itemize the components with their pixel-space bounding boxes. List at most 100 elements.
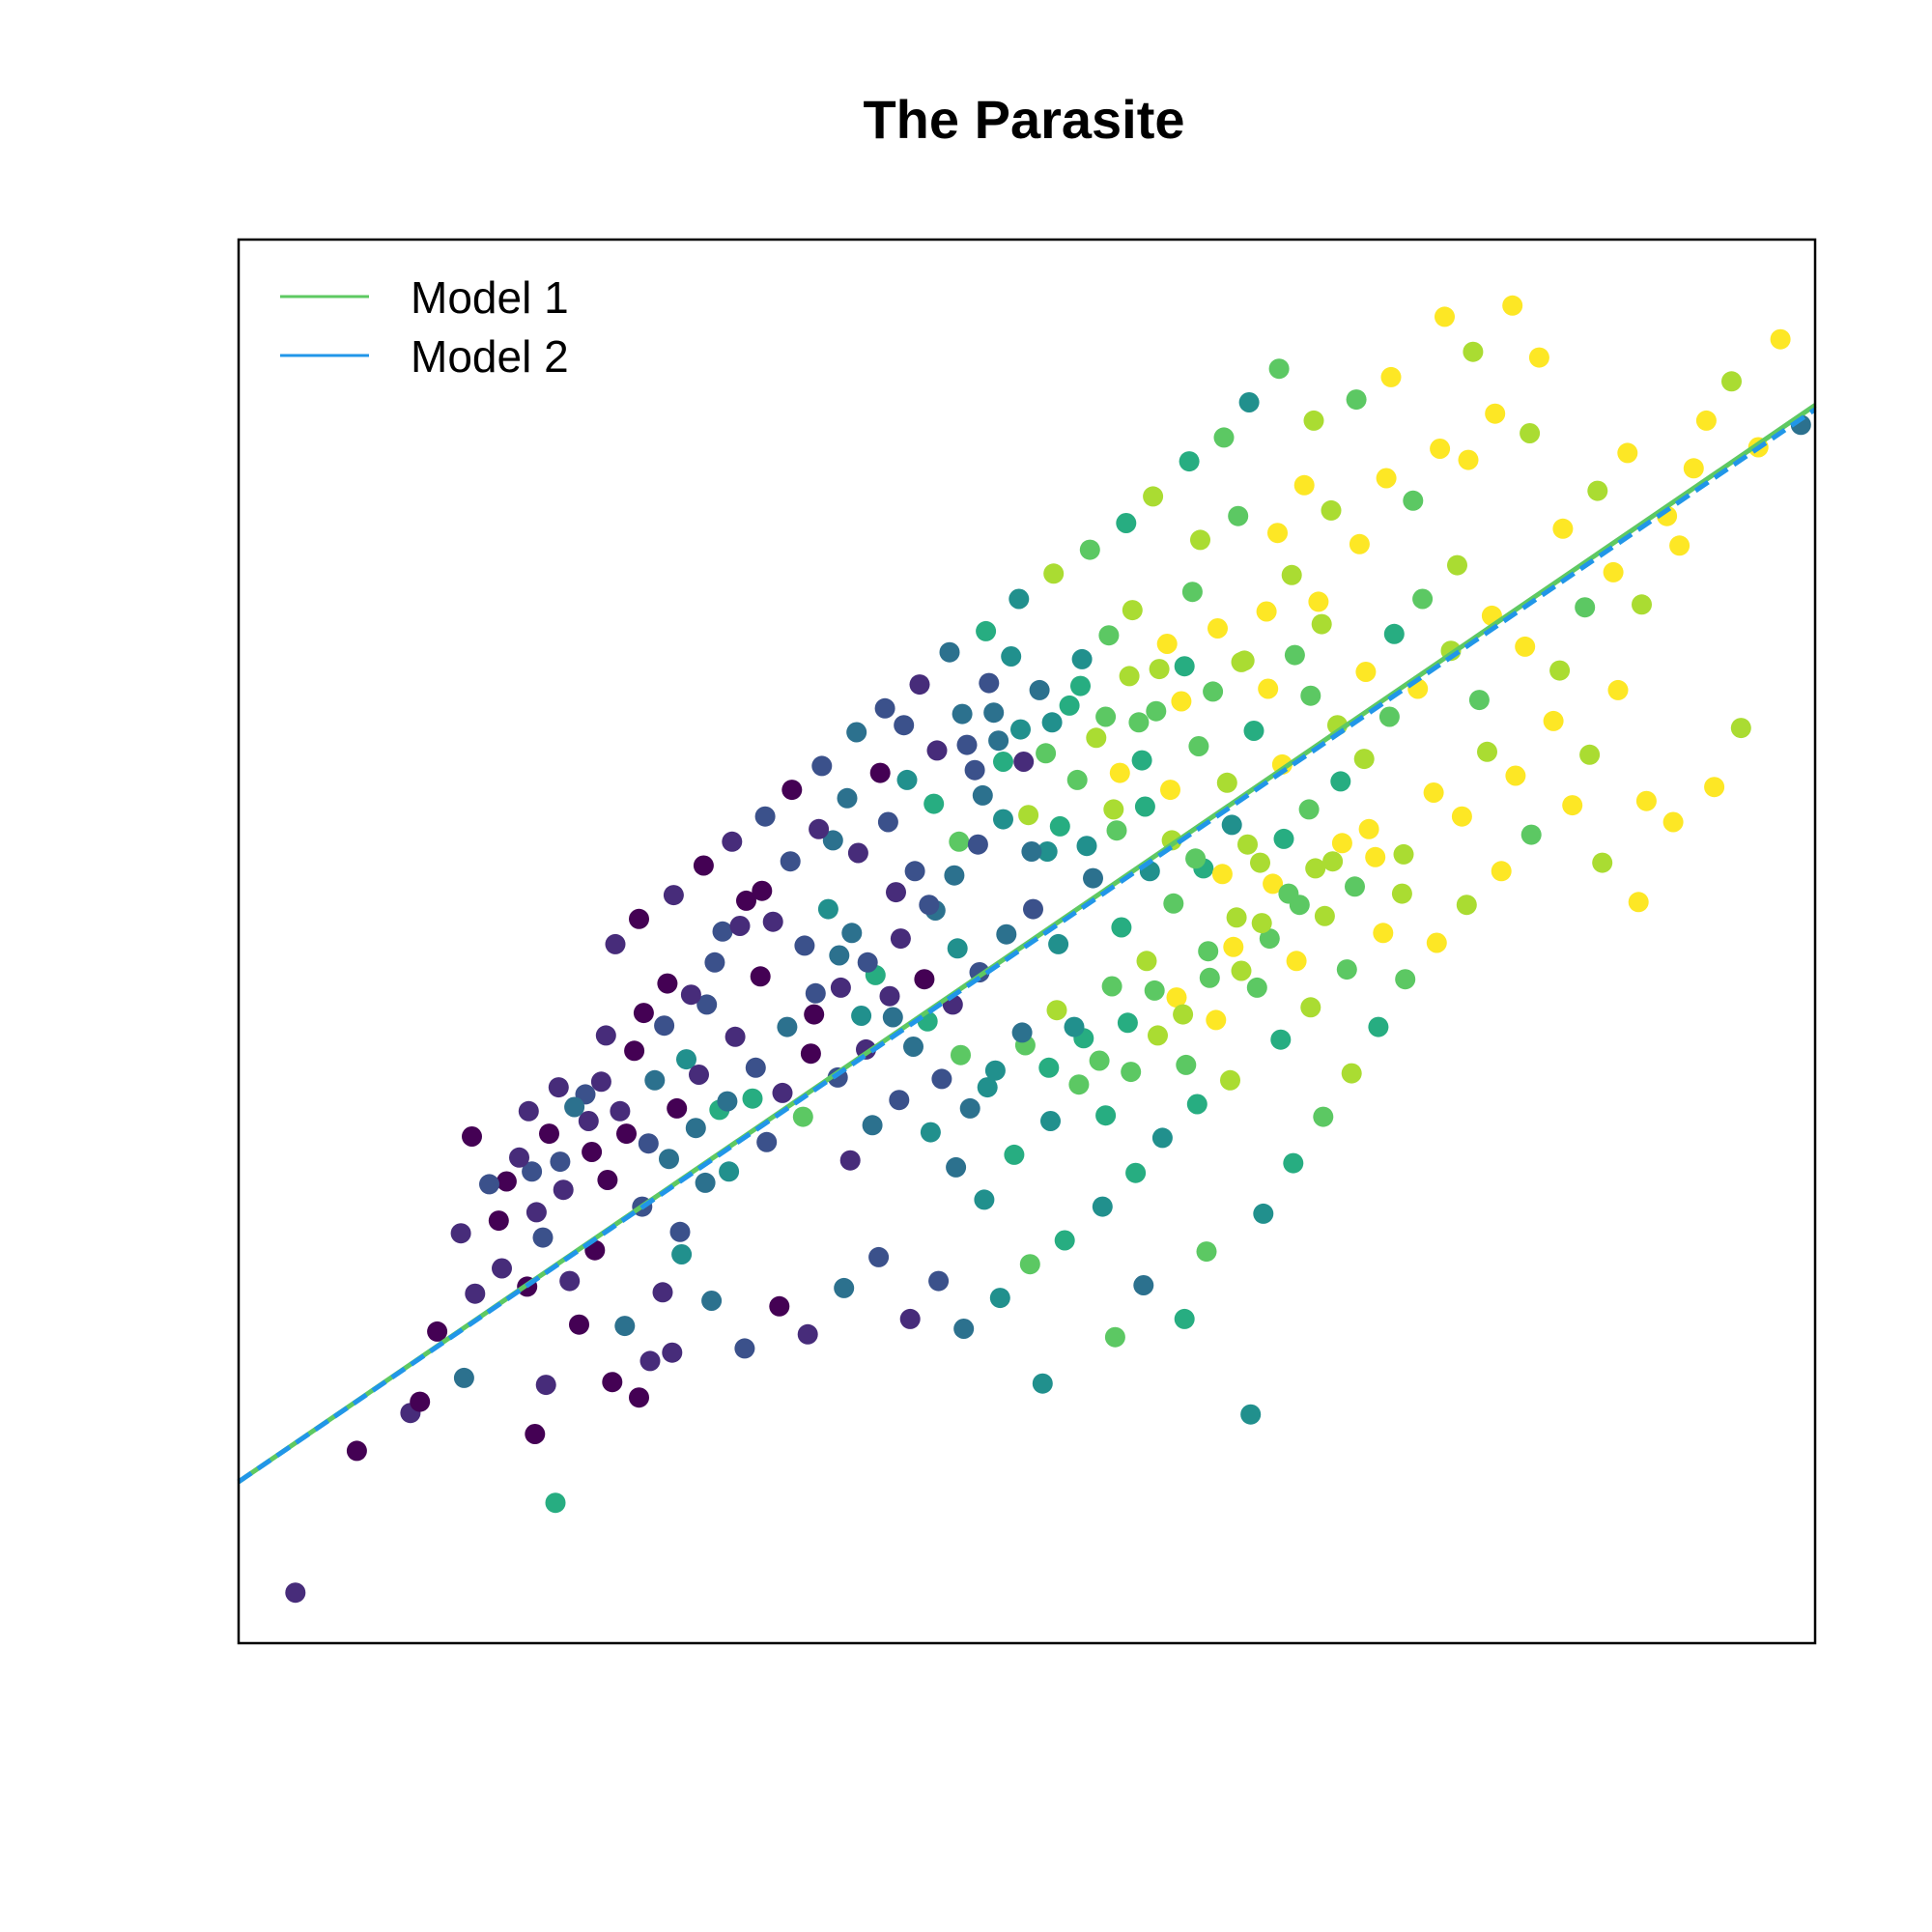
scatter-point: [886, 882, 906, 903]
scatter-point: [993, 809, 1013, 830]
scatter-point: [1278, 883, 1299, 904]
scatter-point: [1125, 1162, 1147, 1183]
scatter-point: [1271, 753, 1293, 775]
scatter-point: [1305, 858, 1326, 879]
scatter-point: [518, 1100, 539, 1122]
scatter-point: [899, 1308, 921, 1329]
scatter-point: [1592, 852, 1613, 873]
scatter-point: [1032, 1373, 1053, 1394]
scatter-point: [1365, 846, 1386, 867]
scatter-point: [846, 722, 867, 743]
scatter-point: [526, 1202, 547, 1223]
scatter-point: [1174, 1308, 1195, 1329]
scatter-point: [1174, 656, 1195, 677]
scatter-point: [1104, 1326, 1125, 1348]
scatter-point: [1562, 795, 1583, 816]
scatter-point: [1426, 932, 1447, 953]
scatter-point: [742, 1088, 763, 1109]
scatter-point: [817, 898, 838, 920]
scatter-point: [1156, 634, 1178, 654]
scatter-point: [1520, 423, 1541, 443]
scatter-point: [1246, 977, 1267, 998]
scatter-point: [1038, 1057, 1060, 1078]
scatter-point: [972, 784, 993, 806]
scatter-point: [488, 1210, 509, 1232]
scatter-point: [874, 697, 895, 719]
scatter-point: [951, 1044, 971, 1065]
scatter-point: [624, 1040, 645, 1062]
scatter-point: [1021, 841, 1042, 862]
scatter-point: [988, 730, 1009, 752]
scatter-point: [1136, 951, 1157, 972]
scatter-point: [548, 1077, 569, 1098]
scatter-point: [1628, 892, 1649, 913]
scatter-point: [1131, 750, 1152, 771]
scatter-point: [1456, 895, 1477, 916]
scatter-point: [1373, 923, 1394, 944]
scatter-point: [614, 1316, 636, 1337]
scatter-point: [1237, 834, 1258, 855]
scatter-point: [772, 1082, 793, 1103]
scatter-point: [1298, 799, 1320, 820]
scatter-point: [1199, 967, 1220, 988]
scatter-point: [1579, 744, 1601, 765]
scatter-point: [676, 1049, 696, 1070]
scatter-point: [671, 1244, 693, 1264]
scatter-point: [800, 1043, 821, 1065]
scatter-point: [756, 1131, 778, 1152]
scatter-point: [1103, 799, 1124, 820]
scatter-point: [1206, 1009, 1227, 1031]
scatter-point: [644, 1069, 666, 1091]
scatter-point: [1070, 675, 1091, 696]
scatter-point: [869, 762, 891, 783]
scatter-point: [1549, 660, 1571, 681]
scatter-point: [983, 702, 1005, 724]
scatter-point: [1336, 959, 1357, 980]
scatter-point: [1004, 1144, 1025, 1165]
scatter-point: [890, 928, 911, 950]
scatter-point: [1251, 913, 1272, 934]
scatter-point: [1116, 513, 1137, 533]
scatter-point: [1330, 771, 1351, 792]
scatter-point: [1485, 403, 1506, 424]
scatter-point: [525, 1424, 546, 1444]
scatter-point: [1435, 306, 1455, 327]
scatter-point: [750, 966, 771, 987]
fit-line-model-2: [237, 407, 1817, 1484]
scatter-point: [809, 818, 830, 839]
scatter-point: [595, 1025, 616, 1046]
scatter-point: [1059, 695, 1080, 716]
scatter-point: [1477, 741, 1497, 762]
scatter-point: [1220, 1069, 1240, 1091]
scatter-point: [1587, 480, 1608, 501]
scatter-point: [1458, 449, 1479, 470]
scatter-point: [1216, 772, 1237, 793]
scatter-point: [633, 1003, 654, 1024]
scatter-point: [1258, 678, 1279, 699]
scatter-point: [1095, 706, 1117, 727]
scatter-point: [1346, 389, 1367, 411]
scatter-point: [465, 1283, 486, 1304]
scatter-point: [1041, 712, 1063, 733]
scatter-point: [811, 755, 833, 777]
scatter-point: [1355, 662, 1377, 682]
scatter-point: [1313, 1106, 1334, 1127]
scatter-point: [1284, 644, 1305, 666]
scatter-point: [977, 1077, 998, 1098]
scatter-point: [1128, 712, 1150, 733]
scatter-point: [805, 982, 826, 1004]
scatter-point: [839, 1150, 861, 1171]
legend: Model 1 Model 2: [280, 272, 569, 382]
scatter-point: [1231, 960, 1252, 981]
scatter-point: [1349, 533, 1370, 554]
scatter-point: [1491, 861, 1512, 882]
scatter-point: [427, 1321, 448, 1342]
scatter-point: [1238, 392, 1260, 412]
scatter-point: [453, 1367, 474, 1388]
scatter-point: [1144, 980, 1165, 1001]
scatter-point: [553, 1179, 574, 1201]
legend-label-model-1: Model 1: [411, 272, 569, 323]
scatter-point: [1321, 499, 1342, 521]
scatter-point: [1226, 907, 1247, 928]
scatter-point: [896, 769, 918, 790]
